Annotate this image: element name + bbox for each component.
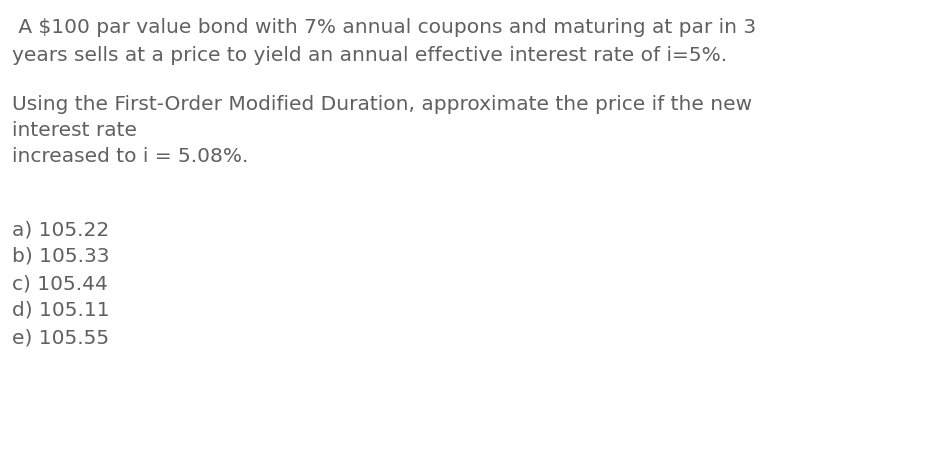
Text: Using the First-Order Modified Duration, approximate the price if the new: Using the First-Order Modified Duration,…	[12, 95, 752, 114]
Text: interest rate: interest rate	[12, 121, 137, 140]
Text: d) 105.11: d) 105.11	[12, 301, 110, 320]
Text: years sells at a price to yield an annual effective interest rate of i=5%.: years sells at a price to yield an annua…	[12, 46, 728, 65]
Text: e) 105.55: e) 105.55	[12, 328, 109, 347]
Text: increased to i = 5.08%.: increased to i = 5.08%.	[12, 147, 248, 166]
Text: b) 105.33: b) 105.33	[12, 247, 109, 266]
Text: c) 105.44: c) 105.44	[12, 274, 108, 293]
Text: A $100 par value bond with 7% annual coupons and maturing at par in 3: A $100 par value bond with 7% annual cou…	[12, 18, 756, 37]
Text: a) 105.22: a) 105.22	[12, 220, 109, 239]
